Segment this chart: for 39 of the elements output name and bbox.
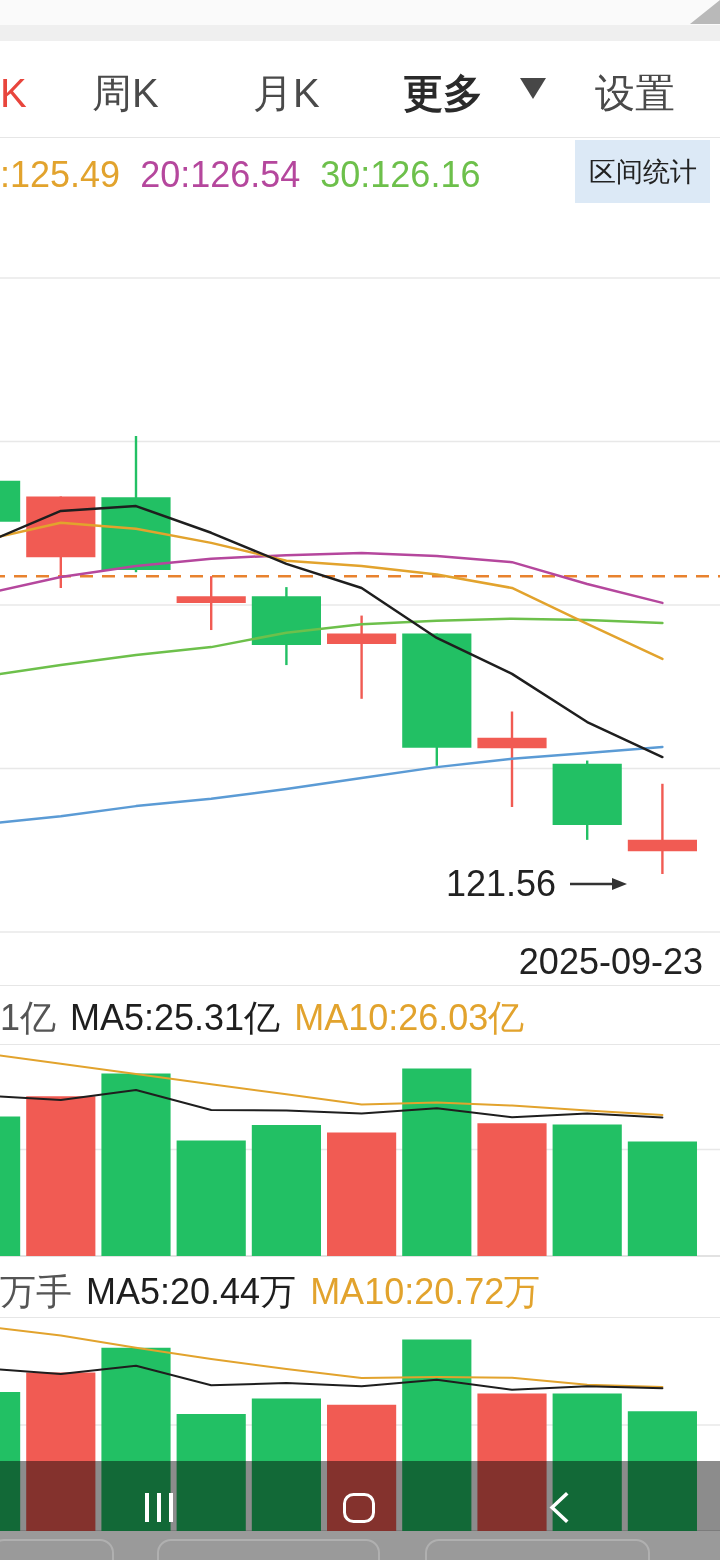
bar [251,1124,321,1256]
bar [627,1411,697,1531]
bar [26,1096,96,1256]
series-label: MA5:25.31亿 [70,996,281,1040]
text: 月K [253,70,320,117]
candlestick [627,782,697,876]
annotation: 121.56 [445,862,556,906]
text: 2025-09-23 [518,940,703,984]
text: K [0,70,27,117]
series-label: MA10:20.72万 [310,1270,541,1314]
bar [101,1347,171,1531]
bar [101,1073,171,1256]
bar [627,1141,697,1256]
bar [327,1132,397,1256]
text: 周K [92,70,159,117]
bar [477,1393,547,1531]
bar [176,1140,246,1256]
text: 1亿 [0,996,57,1040]
bar [26,1372,96,1531]
bar [552,1124,622,1256]
bar [552,1393,622,1531]
bar [251,1398,321,1531]
bar [402,1068,472,1256]
text: 更多 [403,70,483,117]
text: :125.49 [0,153,121,197]
series-label: MA10:26.03亿 [294,996,525,1040]
text: 30:126.16 [320,153,481,197]
candlestick [176,574,246,632]
series-label: MA5:20.44万 [86,1270,297,1314]
candlestick [327,614,397,700]
text: 设置 [595,70,675,117]
text: 万手 [0,1270,72,1314]
bar [402,1339,472,1531]
range-button: 区间统计 [575,140,710,203]
bar [477,1123,547,1256]
bar [176,1414,246,1531]
text: 20:126.54 [140,153,301,197]
candlestick [477,710,547,809]
bar [327,1404,397,1531]
